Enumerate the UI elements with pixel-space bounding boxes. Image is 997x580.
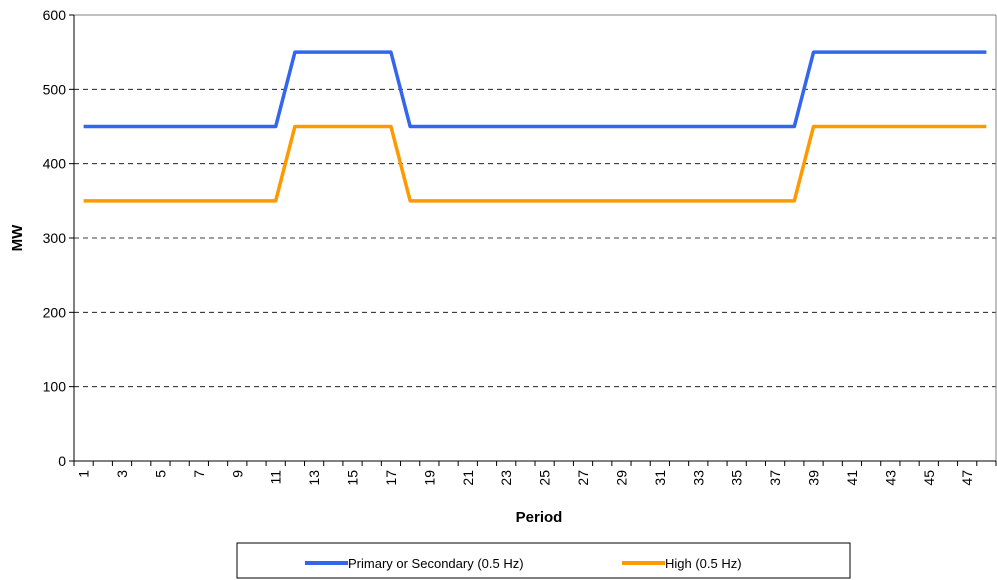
x-tick-label: 39	[806, 470, 822, 486]
x-tick-label: 3	[114, 470, 130, 478]
x-tick-label: 37	[767, 470, 783, 486]
x-tick-label: 15	[345, 470, 361, 486]
legend: Primary or Secondary (0.5 Hz) High (0.5 …	[236, 542, 851, 579]
y-axis-ticks: 0 100 200 300 400 500 600	[43, 7, 74, 469]
x-tick-label: 9	[229, 470, 245, 478]
y-tick-label: 200	[43, 304, 67, 320]
x-tick-label: 23	[498, 470, 514, 486]
x-tick-label: 41	[844, 470, 860, 486]
legend-label-primary: Primary or Secondary (0.5 Hz)	[348, 556, 524, 571]
x-tick-label: 11	[268, 470, 284, 485]
x-tick-label: 45	[921, 470, 937, 486]
y-tick-label: 300	[43, 230, 67, 246]
x-tick-label: 29	[613, 470, 629, 486]
x-tick-label: 17	[383, 470, 399, 486]
x-tick-label: 27	[575, 470, 591, 486]
gridlines	[74, 88, 996, 388]
series-lines	[83, 50, 987, 203]
legend-label-high: High (0.5 Hz)	[665, 556, 742, 571]
x-tick-label: 33	[690, 470, 706, 486]
legend-box	[236, 542, 851, 579]
x-tick-label: 5	[152, 470, 168, 478]
y-tick-label: 600	[43, 7, 67, 23]
x-axis-title: Period	[516, 509, 563, 526]
x-tick-label: 25	[537, 470, 553, 486]
x-tick-label: 13	[306, 470, 322, 486]
series-line-0	[83, 50, 987, 129]
x-axis-ticks: 1 3 5 7 9 11 13 15 17 19 21 23 25 27 29 31 33 35 37 39 41 43 4…	[73, 461, 997, 486]
x-tick-label: 47	[959, 470, 975, 486]
x-tick-label: 35	[729, 470, 745, 486]
x-tick-label: 21	[460, 470, 476, 486]
x-tick-label: 19	[421, 470, 437, 486]
x-tick-label: 43	[882, 470, 898, 486]
x-tick-label: 7	[191, 470, 207, 478]
y-tick-label: 400	[43, 156, 67, 172]
y-tick-label: 100	[43, 379, 67, 395]
x-tick-label: 1	[76, 470, 92, 478]
y-tick-label: 0	[58, 453, 66, 469]
y-tick-label: 500	[43, 81, 67, 97]
series-line-1	[83, 124, 987, 203]
x-tick-label: 31	[652, 470, 668, 486]
y-axis-title: MW	[9, 224, 26, 251]
